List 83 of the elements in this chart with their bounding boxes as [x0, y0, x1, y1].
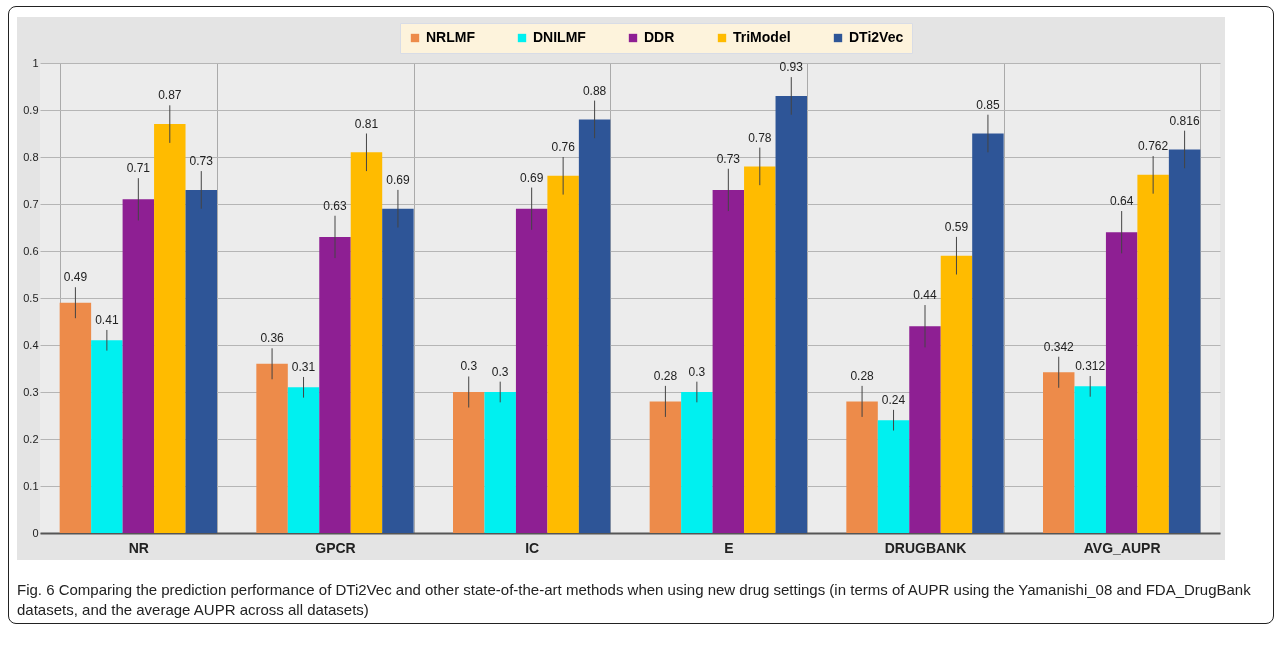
data-label: 0.816 — [1169, 113, 1200, 128]
legend-label: DDR — [644, 29, 675, 45]
y-tick-label: 0.3 — [23, 385, 39, 398]
bar — [775, 95, 807, 533]
data-label: 0.93 — [779, 60, 804, 75]
data-label: 0.76 — [551, 140, 576, 154]
bar — [877, 420, 910, 533]
data-label: 0.28 — [653, 368, 678, 383]
bar — [1043, 372, 1075, 533]
bar — [846, 401, 878, 533]
bar — [681, 392, 713, 533]
bar — [972, 133, 1004, 533]
bar — [122, 199, 155, 533]
bar — [744, 166, 776, 533]
x-tick-label: DRUGBANK — [884, 539, 967, 556]
data-label: 0.85 — [976, 97, 1000, 112]
legend-label: TriModel — [733, 29, 791, 45]
data-label: 0.49 — [63, 270, 88, 285]
data-label: 0.41 — [95, 312, 119, 327]
bar — [1074, 386, 1106, 533]
bar — [1137, 174, 1169, 533]
data-label: 0.73 — [716, 151, 741, 166]
x-tick-label: AVG_AUPR — [1083, 539, 1161, 556]
y-tick-label: 0.5 — [23, 291, 39, 304]
bar — [319, 236, 351, 533]
data-label: 0.342 — [1043, 339, 1075, 354]
data-label: 0.69 — [386, 172, 410, 187]
data-label: 0.78 — [748, 130, 772, 145]
data-label: 0.81 — [354, 116, 379, 131]
x-tick-label: IC — [525, 539, 540, 556]
bar — [287, 387, 320, 533]
y-tick-label: 0 — [32, 526, 39, 539]
bar — [484, 392, 516, 533]
y-tick-label: 1 — [32, 56, 39, 69]
bar — [59, 302, 92, 533]
data-label: 0.24 — [881, 392, 906, 407]
bar — [1168, 149, 1201, 533]
y-tick-label: 0.4 — [23, 338, 39, 351]
bar — [712, 189, 745, 533]
bar — [578, 119, 611, 533]
data-label: 0.71 — [126, 161, 151, 176]
bar — [547, 175, 579, 533]
caption: Fig. 6 Comparing the prediction performance of DTi2Vec and other state-of-the-art methods when using new drug settings (in terms of AUPR using the Yamanishi_08 and FDA_DrugBank datasets, and the average AUPR across all datasets) — [17, 580, 1252, 619]
data-label: 0.31 — [291, 359, 316, 374]
legend-label: DTi2Vec — [849, 29, 904, 45]
data-label: 0.69 — [519, 170, 544, 185]
x-tick-label: NR — [128, 539, 149, 556]
bar — [909, 326, 941, 533]
bar — [256, 363, 288, 533]
bar — [515, 208, 548, 533]
data-label: 0.3 — [460, 359, 478, 374]
data-label: 0.59 — [944, 219, 969, 234]
data-label: 0.3 — [491, 364, 509, 379]
data-label: 0.36 — [260, 331, 285, 346]
data-label: 0.64 — [1109, 194, 1134, 209]
bar — [350, 152, 383, 533]
data-label: 0.312 — [1075, 359, 1106, 374]
y-tick-label: 0.8 — [23, 150, 39, 163]
y-tick-label: 0.1 — [23, 479, 39, 492]
bar — [154, 124, 186, 533]
legend-label: DNILMF — [533, 29, 587, 45]
data-label: 0.28 — [850, 368, 875, 383]
data-label: 0.44 — [913, 288, 937, 303]
y-tick-label: 0.7 — [23, 197, 39, 210]
y-tick-label: 0.6 — [23, 244, 39, 257]
data-label: 0.73 — [189, 154, 214, 169]
data-label: 0.88 — [582, 83, 607, 98]
bar — [185, 189, 217, 533]
bar — [1105, 232, 1138, 533]
bar — [91, 340, 123, 533]
bar — [453, 392, 485, 533]
data-label: 0.87 — [158, 88, 182, 103]
x-tick-label: E — [724, 539, 734, 556]
legend-label: NRLMF — [426, 29, 476, 45]
data-label: 0.762 — [1138, 139, 1169, 154]
x-tick-label: GPCR — [315, 539, 356, 556]
y-tick-label: 0.9 — [23, 103, 39, 116]
bar — [940, 255, 973, 533]
bar — [649, 401, 682, 533]
data-label: 0.3 — [688, 364, 706, 379]
y-tick-label: 0.2 — [23, 432, 39, 445]
bar — [382, 208, 414, 533]
data-label: 0.63 — [323, 198, 347, 213]
